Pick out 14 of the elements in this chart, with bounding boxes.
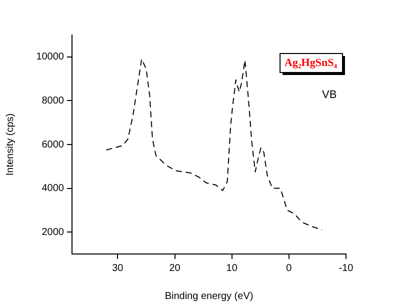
x-tick-label: 0 [286, 262, 292, 274]
x-tick-label: 20 [169, 262, 181, 274]
y-tick-label: 10000 [36, 52, 64, 63]
y-tick-label: 4000 [42, 183, 64, 194]
y-axis-title: Intensity (cps) [4, 113, 16, 176]
annotation: Ag₂HgSnS₄ [284, 56, 338, 69]
x-tick-label: 10 [226, 262, 238, 274]
x-axis-title: Binding energy (eV) [164, 290, 254, 302]
x-tick-label: 30 [112, 262, 124, 274]
y-tick-label: 2000 [42, 226, 64, 238]
y-tick-label: 6000 [42, 139, 64, 150]
annotation: VB [322, 89, 337, 102]
x-tick-label: -10 [338, 262, 354, 274]
y-tick-label: 8000 [42, 95, 64, 106]
